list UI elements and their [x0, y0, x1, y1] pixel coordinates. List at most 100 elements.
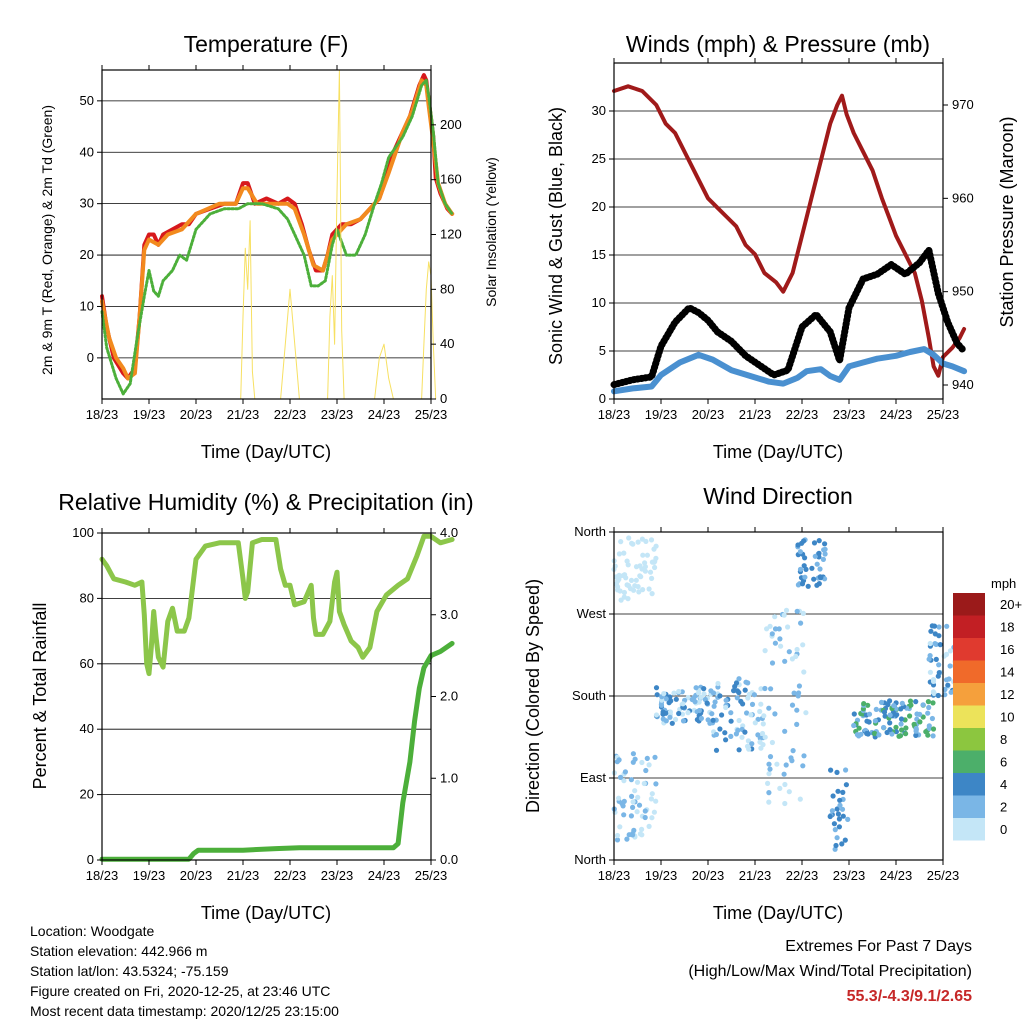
direction-point [631, 827, 637, 834]
direction-point [713, 731, 720, 738]
direction-point [712, 699, 718, 705]
x-tick-label: 18/23 [86, 868, 119, 883]
direction-point [935, 673, 941, 679]
direction-point [673, 696, 679, 702]
x-tick-label: 23/23 [833, 868, 866, 883]
direction-point [649, 791, 655, 797]
direction-point [762, 685, 768, 692]
direction-point [628, 577, 635, 584]
y-tick-label: 0 [87, 350, 94, 365]
direction-point [769, 631, 775, 637]
x-tick-label: 20/23 [180, 407, 213, 422]
direction-point [772, 711, 778, 717]
direction-point [794, 646, 800, 653]
direction-point [790, 748, 796, 754]
y-tick-label: 5 [599, 343, 606, 358]
direction-point [782, 728, 788, 734]
winds-ticks: 0 5 10 15 20 25 30 940 950 960 970 18/23 19/23 20/23 2… [592, 58, 974, 422]
direction-point [840, 789, 846, 796]
direction-point [816, 550, 822, 557]
direction-point [653, 798, 659, 804]
direction-point [786, 649, 792, 655]
direction-point [617, 588, 623, 594]
direction-point [799, 581, 806, 587]
direction-point [723, 737, 729, 743]
direction-point [717, 693, 723, 699]
direction-point [649, 575, 655, 582]
x-tick-label: 19/23 [645, 407, 678, 422]
direction-point [913, 699, 919, 705]
direction-point [746, 746, 752, 752]
station-location: Location: Woodgate [30, 923, 155, 939]
direction-point [713, 747, 720, 753]
extremes-values: 55.3/-4.3/9.1/2.65 [846, 988, 972, 1005]
direction-point [801, 669, 807, 675]
direction-point [822, 551, 828, 557]
direction-point [789, 758, 795, 764]
direction-point [781, 612, 787, 618]
y-tick-label: East [580, 770, 606, 785]
direction-point [797, 566, 804, 572]
legend-swatch [953, 660, 985, 683]
y-tick-label: 0 [599, 391, 606, 406]
direction-point [837, 802, 843, 808]
direction-point [797, 549, 804, 555]
direction-point [927, 640, 933, 647]
direction-point [931, 623, 938, 629]
x-tick-label: 25/23 [415, 407, 448, 422]
direction-point [898, 716, 905, 722]
direction-point [768, 686, 774, 692]
direction-point [786, 789, 792, 795]
direction-point [778, 643, 784, 649]
legend-label: 14 [1000, 665, 1014, 680]
x-tick-label: 22/23 [274, 868, 307, 883]
direction-point [666, 700, 672, 706]
extremes-title: Extremes For Past 7 Days [785, 938, 972, 955]
y2-tick-label: 0.0 [440, 852, 458, 867]
temperature-series [100, 69, 455, 400]
legend-label: 4 [1000, 777, 1007, 792]
x-tick-label: 20/23 [692, 407, 725, 422]
x-tick-label: 24/23 [880, 868, 913, 883]
x-tick-label: 23/23 [321, 407, 354, 422]
direction-point [621, 778, 627, 784]
direction-point [865, 702, 871, 708]
direction-point [734, 695, 740, 701]
direction-point [757, 739, 763, 745]
direction-point [816, 538, 822, 544]
direction-point [723, 704, 729, 711]
temp_2m-line [100, 73, 455, 381]
direction-point [742, 687, 748, 693]
direction-point [701, 686, 707, 692]
temperature-y2label: Solar Insolation (Yellow) [483, 157, 499, 307]
x-tick-label: 19/23 [133, 868, 166, 883]
direction-point [836, 824, 843, 830]
direction-point [835, 811, 842, 817]
direction-point [903, 725, 909, 731]
direction-point [913, 732, 919, 739]
direction-point [624, 836, 630, 842]
direction-point [701, 691, 707, 697]
direction-point [654, 692, 660, 698]
direction-point [632, 788, 638, 794]
x-tick-label: 20/23 [692, 868, 725, 883]
direction-point [762, 648, 768, 654]
direction-point [689, 696, 695, 703]
legend-swatch [953, 683, 985, 706]
direction-point [639, 826, 645, 833]
direction-point [881, 724, 887, 731]
gust-line [610, 246, 968, 389]
direction-point [929, 715, 936, 722]
speed-legend-title: mph [991, 576, 1016, 591]
legend-label: 18 [1000, 620, 1014, 635]
direction-point [800, 610, 806, 617]
direction-point [948, 689, 954, 695]
direction-point [635, 794, 641, 801]
direction-point [881, 709, 888, 715]
direction-ylabel: Direction (Colored By Speed) [523, 579, 543, 813]
winds-series [610, 84, 968, 395]
direction-point [769, 739, 776, 746]
direction-point [794, 721, 800, 728]
temperature-xlabel: Time (Day/UTC) [201, 442, 331, 462]
